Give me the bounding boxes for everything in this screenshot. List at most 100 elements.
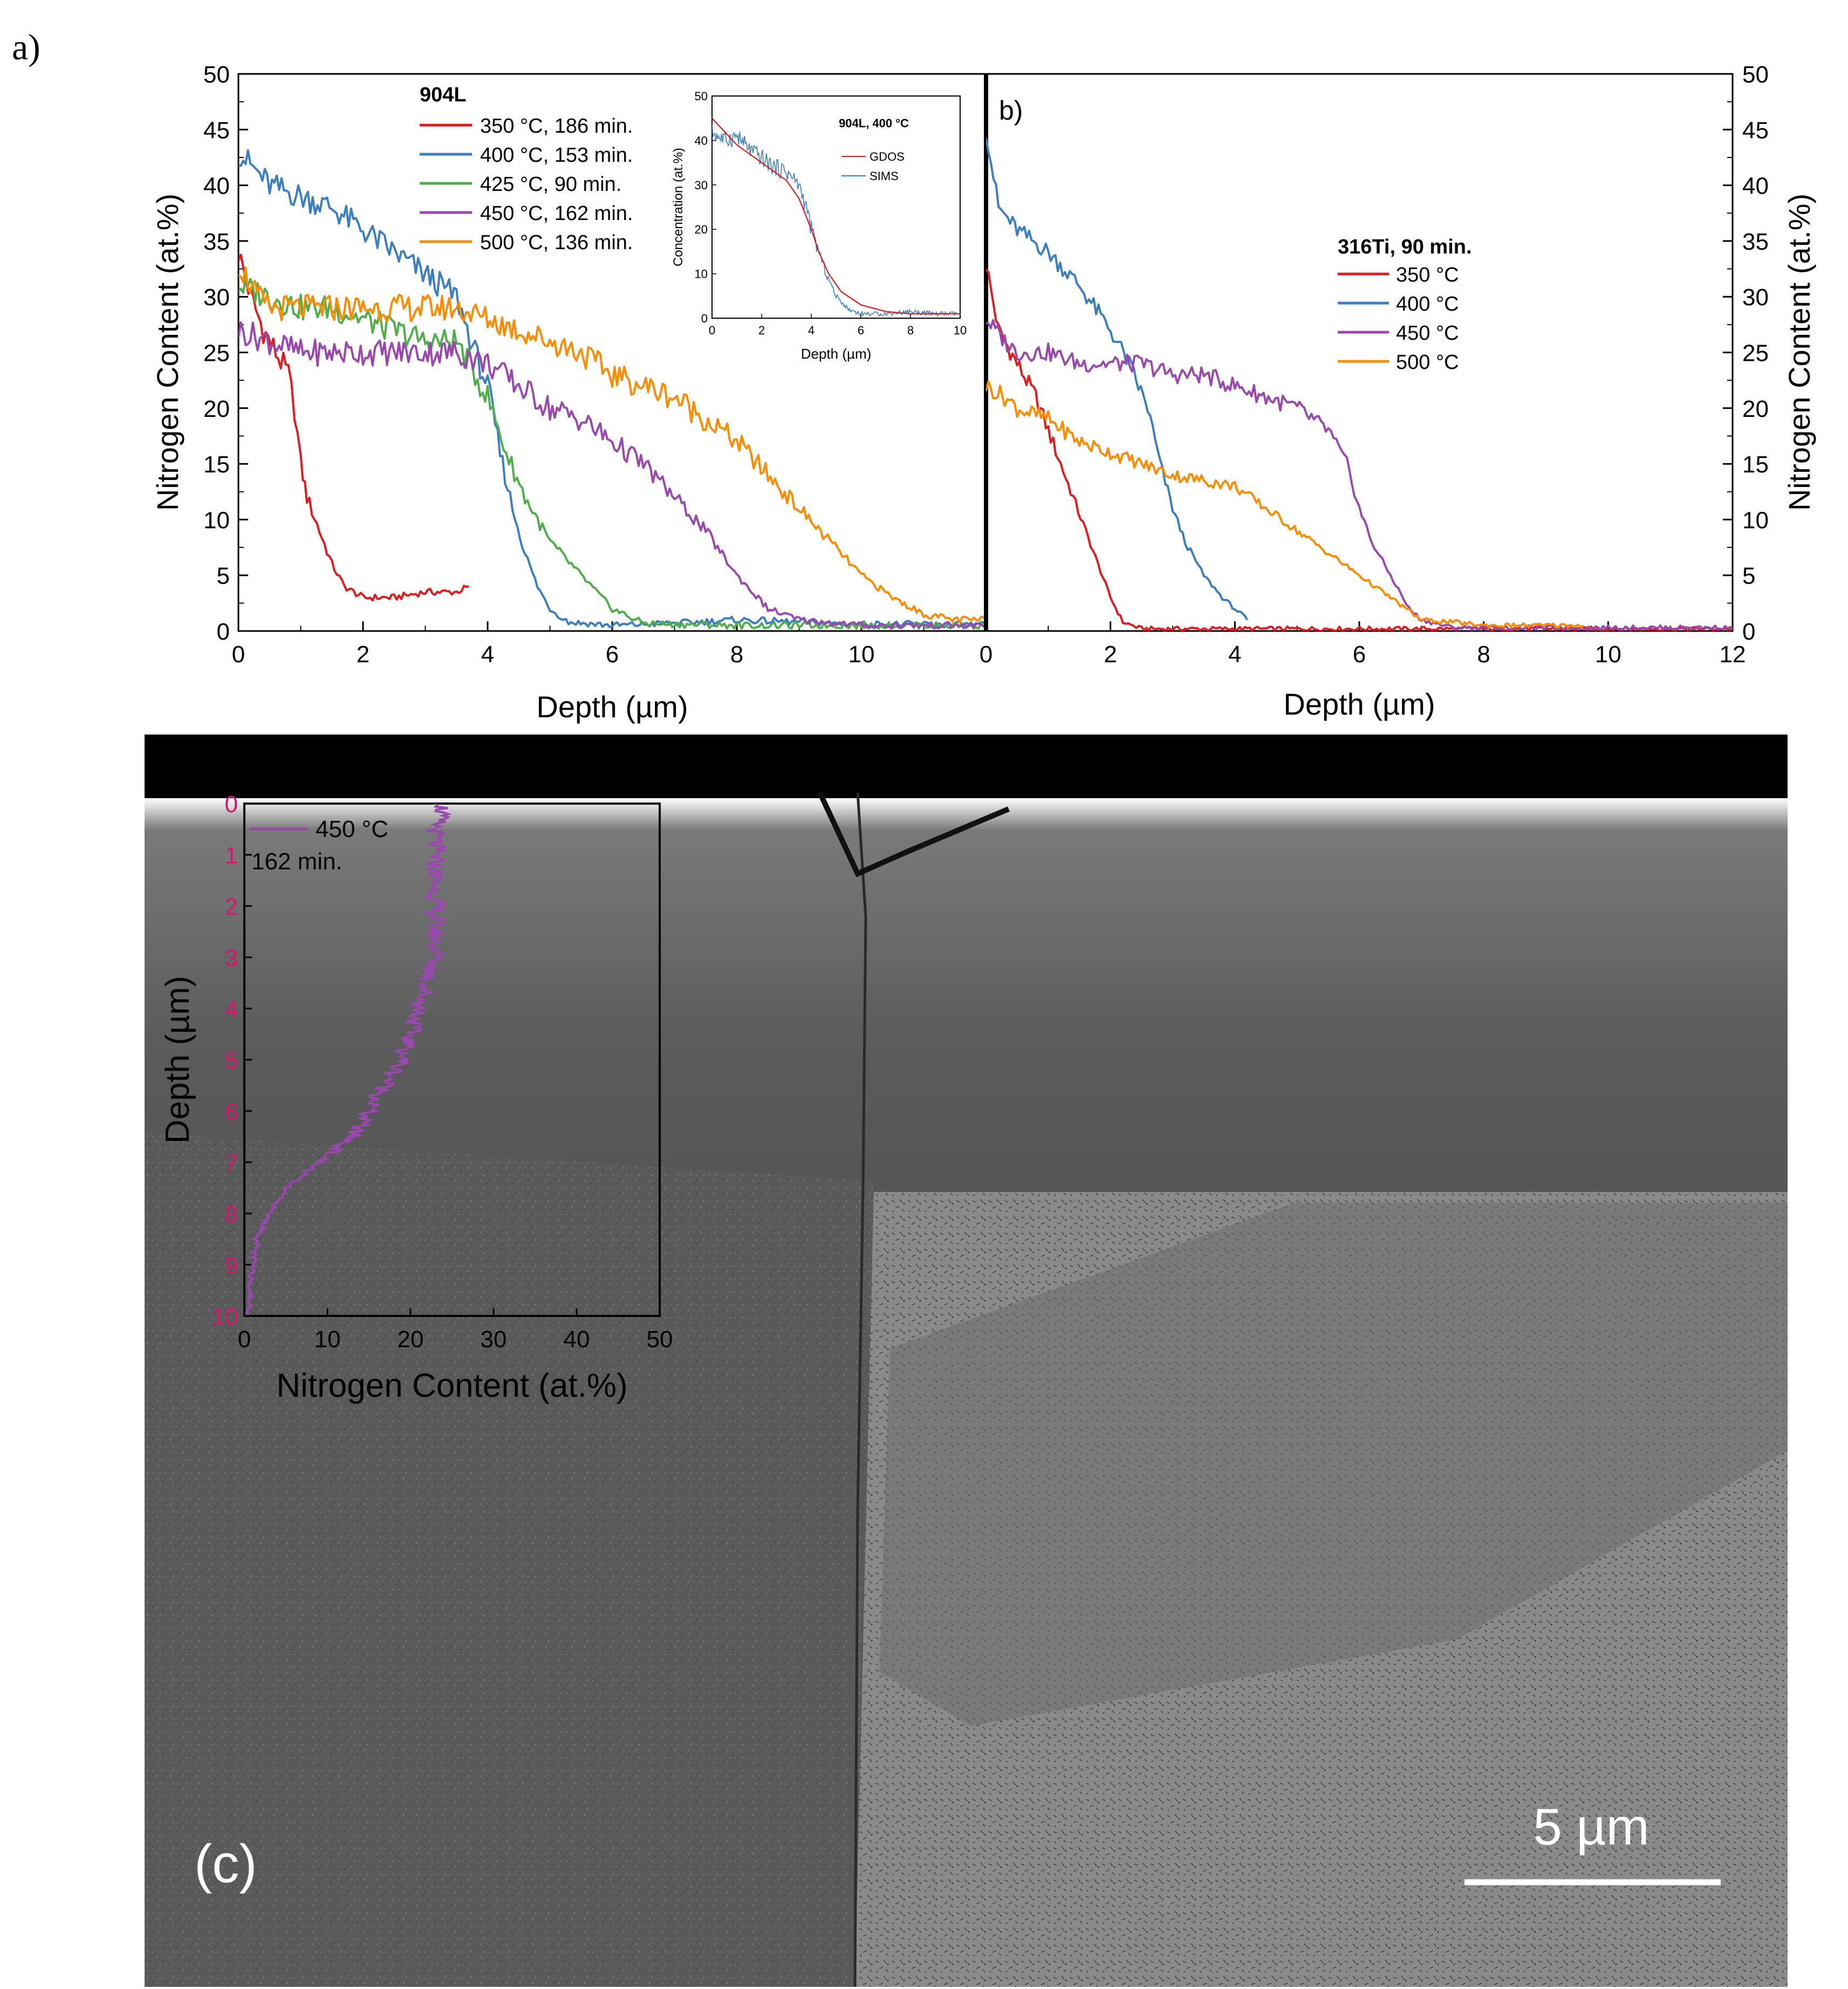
inset-ytick-label: 0	[701, 312, 708, 325]
panel-a-ytick-label: 10	[203, 507, 230, 533]
sem-top-black-band	[145, 735, 1788, 798]
panel-b-ytick-label: 35	[1742, 229, 1769, 255]
panel-b-ytick-label: 5	[1742, 563, 1755, 589]
panel-c-legend-label: 450 °C	[316, 816, 388, 842]
panel-a-legend-label: 500 °C, 136 min.	[480, 231, 633, 254]
panel-b-ytick-label: 40	[1742, 173, 1769, 200]
panel-a-inset-ylabel: Concentration (at.%)	[671, 148, 686, 266]
panel-b-ytick-label: 0	[1742, 619, 1755, 645]
panel-a-ytick-label: 30	[203, 284, 230, 311]
panel-a-legend-label: 400 °C, 153 min.	[480, 144, 633, 167]
panel-c-inset-ytick-label: 3	[225, 945, 238, 971]
panel-c-inset-ytick-label: 2	[225, 894, 238, 920]
panel-c-inset-ytick-label: 5	[225, 1047, 238, 1074]
panel-c-legend-label-line2: 162 min.	[251, 848, 343, 875]
panel-c-inset-xtick-label: 20	[398, 1326, 424, 1353]
panel-c-inset-xtick-label: 10	[314, 1326, 341, 1353]
panel-a-legend-label: 350 °C, 186 min.	[480, 115, 633, 138]
panel-b-ytick-label: 25	[1742, 340, 1769, 367]
panel-b-label: b)	[999, 95, 1023, 126]
inset-xtick-label: 2	[758, 324, 765, 337]
panel-a-xtick-label: 10	[848, 641, 875, 668]
panel-c-label: (c)	[194, 1834, 257, 1894]
panel-a-ytick-label: 5	[217, 563, 230, 589]
panel-c-inset-ytick-label: 9	[225, 1252, 238, 1279]
panel-c-inset-xtick-label: 30	[481, 1326, 507, 1353]
panel-a-ytick-label: 15	[203, 451, 230, 478]
inset-ytick-label: 40	[695, 134, 708, 147]
panel_b-series-2	[986, 319, 1733, 631]
panel-b-ytick-label: 20	[1742, 396, 1769, 422]
panel-a-legend-label: 425 °C, 90 min.	[480, 173, 621, 196]
panel-a-xtick-label: 2	[357, 641, 369, 668]
panel-a-ytick-label: 45	[203, 117, 230, 143]
panel-a-legend-title: 904L	[420, 84, 467, 106]
inset-xtick-label: 6	[858, 324, 864, 337]
panel-a-ytick-label: 35	[203, 229, 230, 255]
panel-a-label: a)	[12, 26, 40, 67]
panel_a-series-4	[238, 266, 986, 624]
panel-a-ytick-label: 20	[203, 396, 230, 422]
inset-series-sims	[712, 124, 960, 317]
panel_a-series-3	[238, 321, 986, 630]
panel-a-ylabel: Nitrogen Content (at.%)	[150, 194, 184, 511]
inset-xtick-label: 8	[907, 324, 914, 337]
panel-a-ytick-label: 25	[203, 340, 230, 367]
panel-c-inset-ylabel: Depth (µm)	[159, 976, 196, 1143]
panel-b-legend-title: 316Ti, 90 min.	[1338, 236, 1472, 258]
panel-b-xtick-label: 2	[1104, 641, 1117, 668]
panel-c-inset-ytick-label: 0	[225, 791, 238, 818]
panel-b-legend-label: 350 °C	[1396, 264, 1459, 286]
inset-ytick-label: 20	[695, 223, 708, 236]
panel_b-series-1	[986, 138, 1249, 621]
panel-c-inset-xlabel: Nitrogen Content (at.%)	[276, 1367, 627, 1404]
panel-c-inset-xtick-label: 50	[647, 1326, 673, 1353]
panel-c-inset-xtick-label: 40	[564, 1326, 590, 1353]
panel-c-inset-ytick-label: 10	[211, 1304, 238, 1330]
panel-a-xtick-label: 8	[730, 641, 743, 668]
panel-a-inset-frame	[711, 95, 961, 319]
panel-b-xtick-label: 6	[1353, 641, 1366, 668]
inset-ytick-label: 10	[695, 268, 708, 281]
panel-b-xtick-label: 0	[980, 641, 993, 668]
inset-ytick-label: 50	[695, 90, 708, 103]
panel-c-inset-ytick-label: 4	[225, 996, 238, 1023]
panel-c-inset-xtick-label: 0	[238, 1326, 251, 1353]
sem-grain-boundary	[853, 792, 867, 1987]
sem-surface-crack	[817, 791, 1010, 877]
panel-b-legend-label: 450 °C	[1396, 322, 1459, 345]
scale-bar-label: 5 µm	[1533, 1798, 1649, 1856]
panel-a-ytick-label: 0	[217, 619, 230, 645]
panel-a-inset-xlabel: Depth (µm)	[801, 346, 872, 362]
panel-a-ytick-label: 40	[203, 173, 230, 200]
panel-b-xlabel: Depth (µm)	[1283, 687, 1435, 721]
sem-image: 5 µm (c)	[145, 735, 1788, 1987]
inset-ytick-label: 30	[695, 179, 708, 192]
panel-c-inset-ytick-label: 6	[225, 1099, 238, 1125]
panel-c-inset-ytick-label: 1	[225, 842, 238, 869]
panel-b-ytick-label: 45	[1742, 117, 1769, 143]
panel-a-xtick-label: 0	[232, 641, 245, 668]
inset-xtick-label: 4	[808, 324, 815, 337]
sem-nitrided-layer	[145, 798, 1788, 1192]
inset-xtick-label: 10	[954, 324, 967, 337]
panel_a-series-2	[238, 276, 986, 630]
panel-b-xtick-label: 10	[1595, 641, 1621, 668]
panel-b-ytick-label: 15	[1742, 451, 1769, 478]
panel_a-series-0	[238, 253, 469, 602]
panel-a-xlabel: Depth (µm)	[536, 690, 688, 724]
panel-b-frame	[985, 73, 1734, 632]
panel-b: b) 0 5 10 15 20 25 30 35 40 45 50 0 2 4 6 8 10 12 Nitroge…	[980, 61, 1816, 721]
panel-c-inset-series-0	[245, 804, 452, 1315]
panel-a-ytick-label: 50	[203, 61, 230, 88]
panel-b-legend-label: 400 °C	[1396, 293, 1459, 316]
panel-a-xtick-label: 4	[481, 641, 494, 668]
panel-a-legend-label: 450 °C, 162 min.	[480, 202, 633, 225]
inset-legend-label: SIMS	[870, 169, 899, 183]
panel-a-inset-title: 904L, 400 °C	[839, 116, 909, 130]
inset-xtick-label: 0	[709, 324, 715, 337]
panel-b-ytick-label: 30	[1742, 284, 1769, 311]
panel-b-xtick-label: 12	[1720, 641, 1746, 668]
